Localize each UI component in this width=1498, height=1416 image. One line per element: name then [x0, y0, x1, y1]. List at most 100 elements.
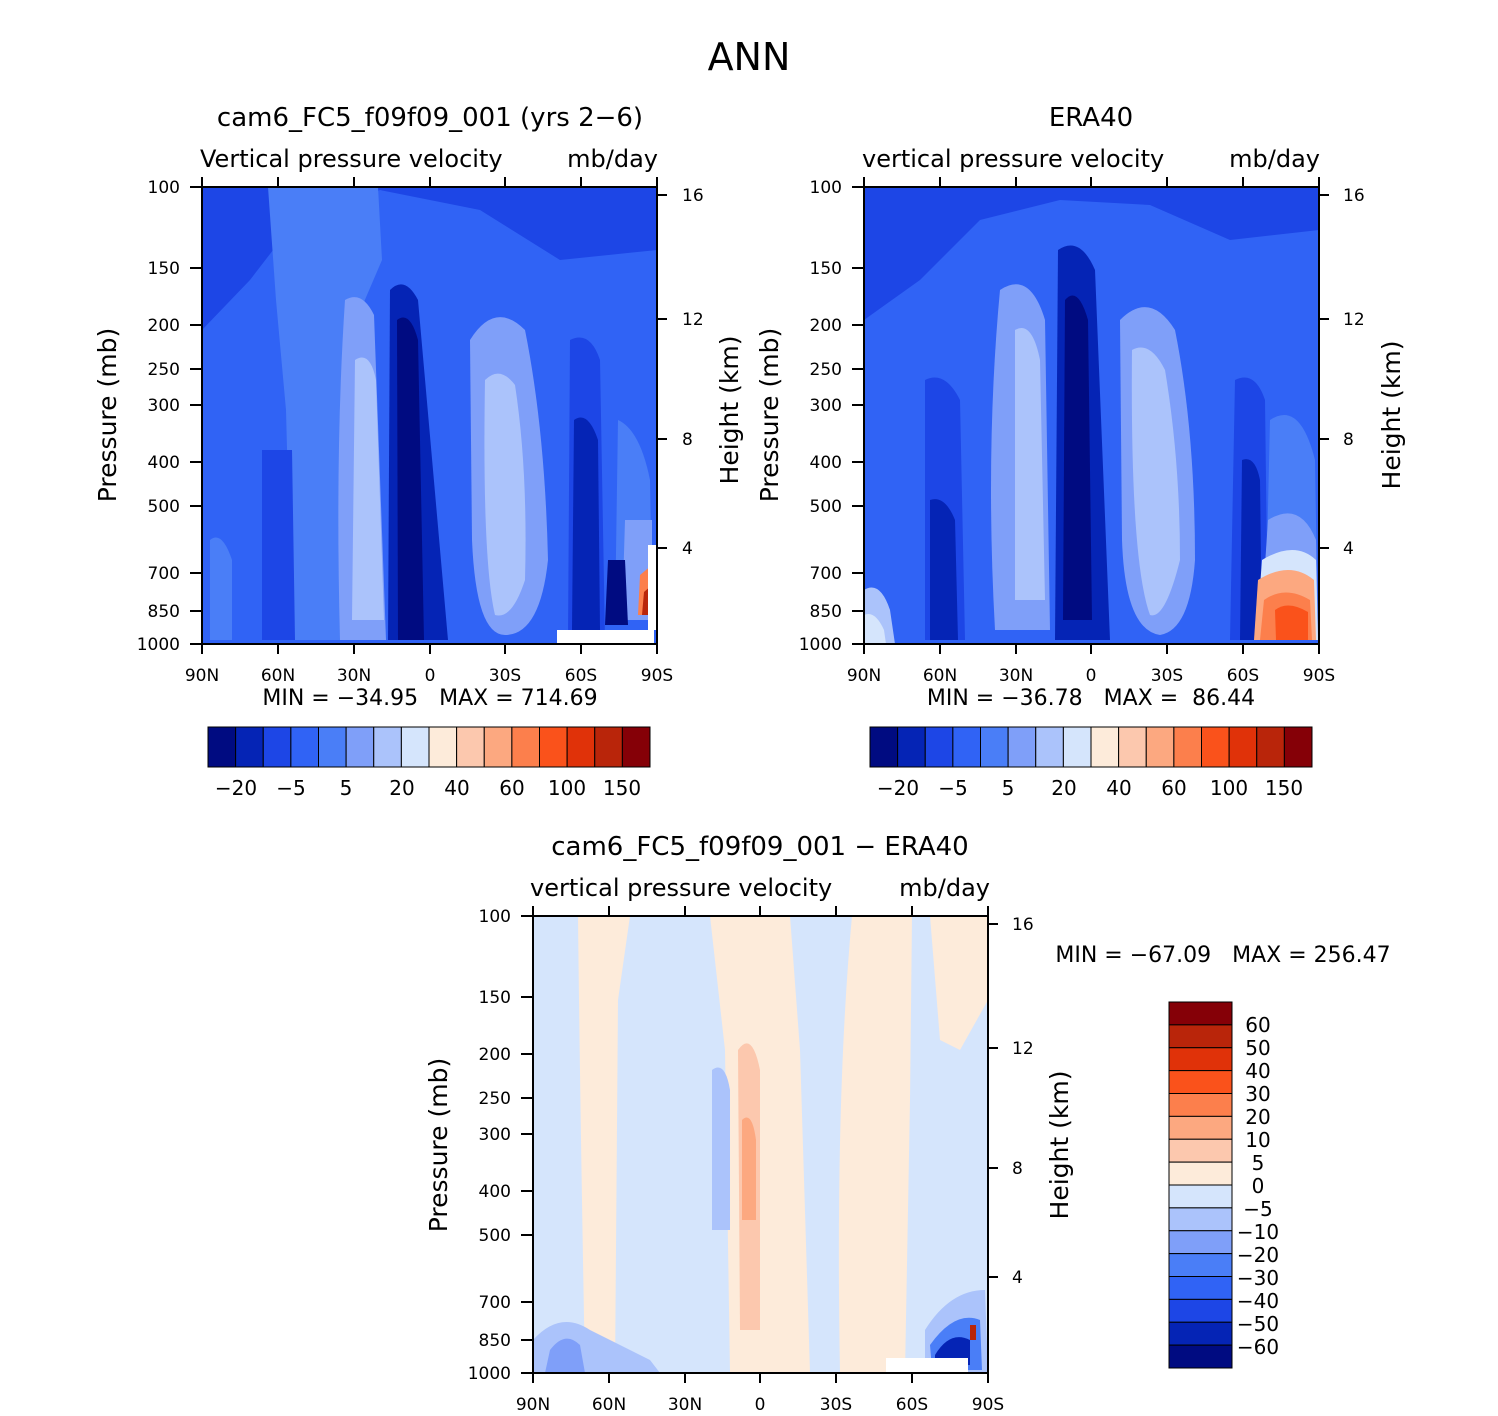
colorbar-box	[400, 726, 430, 768]
colorbar-label: 150	[1265, 776, 1303, 800]
x-tick-label: 90N	[847, 666, 881, 686]
y-tick-label: 250	[148, 360, 180, 380]
y-tick-label: 1000	[137, 635, 180, 655]
colorbar-box	[428, 726, 458, 768]
y-tick-label: 100	[148, 178, 180, 198]
y-right-axis-label: Height (km)	[715, 336, 744, 485]
y-right-axis-label: Height (km)	[1045, 1071, 1074, 1220]
colorbar-label: −60	[1237, 1335, 1279, 1359]
y-tick-label: 700	[810, 564, 842, 584]
x-tick-label: 0	[1086, 666, 1097, 686]
colorbar-box	[1145, 726, 1175, 768]
y-tick-label: 200	[479, 1045, 511, 1065]
x-tick-label: 60S	[896, 1395, 928, 1415]
y-tick-label: 1000	[799, 635, 842, 655]
colorbar-box	[290, 726, 319, 768]
y-tick-label: 300	[810, 396, 842, 416]
x-tick-label: 60N	[592, 1395, 626, 1415]
colorbar-box	[1118, 726, 1147, 768]
y-right-tick-label: 8	[682, 430, 693, 450]
colorbar-label: 20	[1051, 776, 1076, 800]
colorbar-label: 30	[1245, 1082, 1270, 1106]
y-tick-label: 700	[148, 564, 180, 584]
colorbar	[869, 726, 1313, 768]
page-title: ANN	[708, 35, 791, 79]
colorbar-box	[1168, 1138, 1233, 1163]
x-tick-label: 0	[755, 1395, 766, 1415]
y-right-tick-label: 8	[1343, 430, 1354, 450]
min-max-readout: MIN = −67.09 MAX = 256.47	[1055, 943, 1390, 968]
colorbar-box	[1168, 1344, 1233, 1369]
y-axis-label: Pressure (mb)	[93, 328, 122, 502]
colorbar-box	[539, 726, 568, 768]
colorbar-label: 60	[1245, 1013, 1270, 1037]
colorbar-box	[456, 726, 485, 768]
colorbar-box	[1168, 1093, 1233, 1117]
colorbar-box	[1168, 1184, 1233, 1209]
y-right-tick-label: 16	[1343, 186, 1365, 206]
colorbar-box	[1168, 1161, 1233, 1186]
y-tick-label: 150	[148, 259, 180, 279]
colorbar-label: 0	[1252, 1174, 1265, 1198]
colorbar-label: 40	[1245, 1059, 1270, 1083]
contour-field	[864, 187, 1319, 644]
y-right-tick-label: 12	[682, 310, 704, 330]
x-tick-label: 60N	[261, 666, 295, 686]
y-tick-label: 100	[810, 178, 842, 198]
colorbar-box	[566, 726, 596, 768]
y-tick-label: 300	[479, 1125, 511, 1145]
colorbar-box	[1168, 1024, 1233, 1049]
y-axis-label: Pressure (mb)	[755, 328, 784, 502]
contour-field	[202, 187, 657, 644]
x-tick-label: 0	[425, 666, 436, 686]
colorbar-label: 40	[1106, 776, 1131, 800]
y-tick-label: 1000	[468, 1364, 511, 1384]
colorbar-box	[1201, 726, 1230, 768]
colorbar-label: 40	[444, 776, 469, 800]
colorbar-box	[207, 726, 237, 768]
x-tick-label: 30N	[337, 666, 371, 686]
x-tick-label: 30S	[820, 1395, 852, 1415]
y-tick-label: 400	[479, 1182, 511, 1202]
colorbar-box	[373, 726, 402, 768]
colorbar-box	[235, 726, 264, 768]
colorbar-label: 100	[548, 776, 586, 800]
x-tick-label: 90S	[641, 666, 673, 686]
y-right-tick-label: 8	[1012, 1159, 1023, 1179]
colorbar-label: −30	[1237, 1266, 1279, 1290]
colorbar-box	[924, 726, 954, 768]
colorbar-box	[1283, 726, 1313, 768]
colorbar-box	[980, 726, 1009, 768]
colorbar-label: −20	[877, 776, 919, 800]
colorbar-box	[1168, 1230, 1233, 1255]
y-tick-label: 200	[148, 316, 180, 336]
panel-subtitle-right: mb/day	[899, 874, 990, 902]
panel-subtitle-left: vertical pressure velocity	[530, 874, 832, 902]
panel-diff: cam6_FC5_f09f09_001 − ERA40 vertical pre…	[424, 832, 1391, 1415]
colorbar-box	[1256, 726, 1285, 768]
panel-subtitle-right: mb/day	[567, 145, 658, 173]
y-tick-label: 200	[810, 316, 842, 336]
colorbar-label: 20	[1245, 1105, 1270, 1129]
colorbar-label: −5	[276, 776, 305, 800]
y-tick-label: 850	[810, 602, 842, 622]
colorbar-box	[952, 726, 981, 768]
x-tick-label: 90S	[972, 1395, 1004, 1415]
colorbar-label: 5	[340, 776, 353, 800]
colorbar-box	[1035, 726, 1064, 768]
colorbar-box	[1173, 726, 1202, 768]
axis-ticks	[190, 177, 667, 654]
panel-model: cam6_FC5_f09f09_001 (yrs 2−6) Vertical p…	[93, 103, 744, 800]
min-max-readout: MIN = −36.78 MAX = 86.44	[927, 686, 1255, 711]
panel-title: cam6_FC5_f09f09_001 (yrs 2−6)	[217, 103, 643, 133]
y-right-tick-label: 4	[682, 539, 693, 559]
colorbar-label: 60	[499, 776, 524, 800]
colorbar-box	[1168, 1253, 1233, 1277]
x-tick-label: 90N	[516, 1395, 550, 1415]
contour-field	[533, 916, 988, 1373]
colorbar-box	[1168, 1321, 1233, 1346]
colorbar-box	[1168, 1047, 1233, 1072]
colorbar-label: −5	[1243, 1197, 1272, 1221]
colorbar-label: 5	[1002, 776, 1015, 800]
colorbar-label: 10	[1245, 1128, 1270, 1152]
